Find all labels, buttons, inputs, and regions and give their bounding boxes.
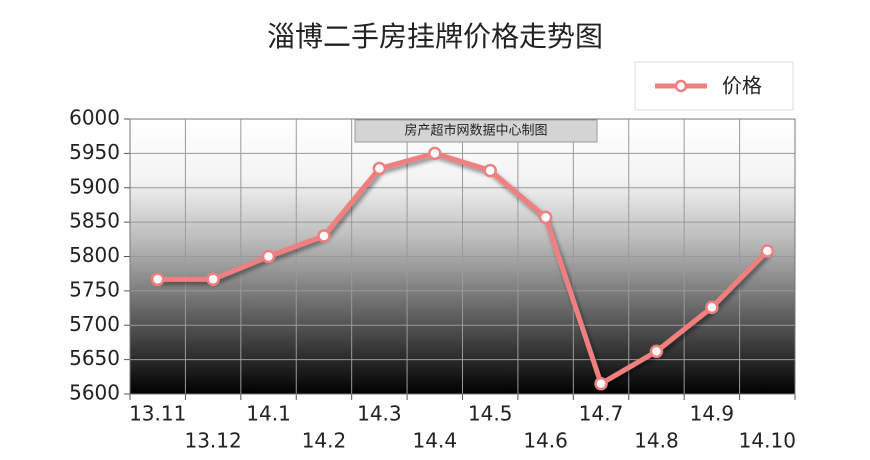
x-tick-label: 14.10 — [739, 429, 796, 453]
y-tick-label: 5800 — [69, 243, 120, 267]
x-tick-label: 14.9 — [690, 402, 735, 426]
annotation: 房产超市网数据中心制图 — [404, 123, 547, 139]
x-tick-label: 14.5 — [468, 402, 513, 426]
y-tick-label: 5950 — [69, 140, 120, 164]
annotation-box — [354, 119, 598, 143]
point — [594, 376, 608, 391]
point — [372, 161, 387, 176]
legend-marker — [674, 79, 688, 93]
y-tick-label: 5900 — [69, 174, 120, 198]
y-tick-label: 5600 — [69, 381, 120, 405]
point — [705, 300, 719, 315]
x-tick-label: 14.7 — [579, 402, 624, 426]
point — [538, 210, 553, 225]
point — [206, 272, 220, 286]
x-tick-label: 14.2 — [302, 429, 347, 453]
y-tick-label: 6000 — [69, 106, 120, 130]
x-tick-label: 14.6 — [523, 429, 568, 453]
x-tick-label: 14.3 — [357, 402, 402, 426]
grid — [124, 118, 796, 400]
point — [649, 344, 664, 359]
y-tick-label: 5650 — [69, 346, 120, 370]
plot-frame — [129, 118, 796, 395]
point — [150, 272, 165, 286]
x-tick-label: 14.8 — [634, 429, 679, 453]
point — [317, 229, 331, 243]
point — [760, 244, 775, 258]
series — [150, 146, 775, 391]
x-tick-label: 13.11 — [129, 402, 186, 426]
y-tick-label: 5700 — [69, 312, 120, 336]
point — [261, 249, 276, 264]
legend-label: 价格 — [722, 74, 762, 98]
y-tick-label: 5850 — [69, 209, 120, 233]
y-tick-label: 5750 — [69, 277, 120, 301]
x-tick-label: 14.4 — [413, 429, 458, 453]
point — [428, 146, 442, 161]
x-tick-label: 14.1 — [246, 402, 291, 426]
x-tick-label: 13.12 — [184, 429, 241, 453]
point — [483, 163, 497, 178]
line — [157, 150, 770, 387]
chart-title: 淄博二手房挂牌价格走势图 — [267, 20, 603, 53]
